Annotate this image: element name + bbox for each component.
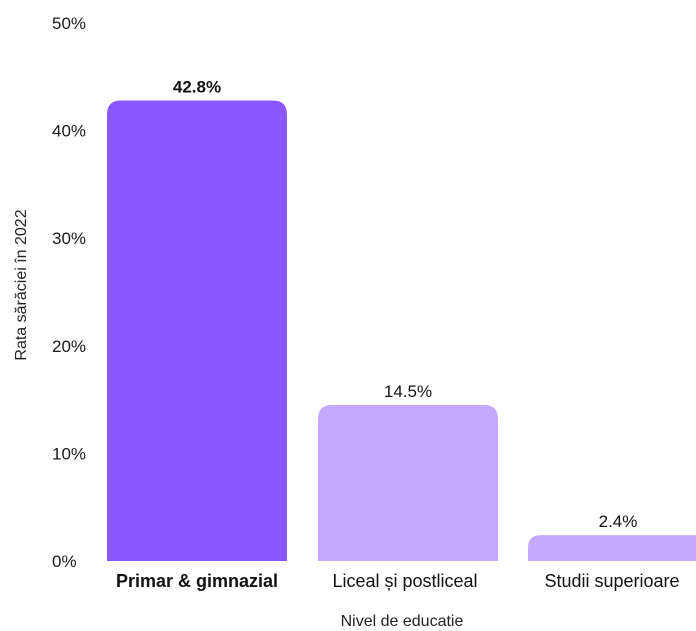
x-axis-title: Nivel de educatie — [341, 613, 464, 630]
category-labels: Primar & gimnazial Liceal și postliceal St… — [116, 571, 680, 591]
y-tick-label: 30% — [52, 229, 86, 248]
bar — [107, 100, 287, 562]
bar — [318, 404, 498, 561]
y-tick-label: 0% — [52, 552, 77, 571]
y-tick-label: 10% — [52, 444, 86, 463]
category-label: Primar & gimnazial — [116, 571, 278, 591]
bar — [528, 535, 696, 561]
category-label: Liceal și postliceal — [332, 571, 477, 591]
bars — [107, 100, 696, 562]
y-tick-label: 50% — [52, 14, 86, 33]
category-label: Studii superioare — [544, 571, 679, 591]
y-tick-label: 40% — [52, 122, 86, 141]
value-label: 14.5% — [384, 382, 432, 401]
value-label: 2.4% — [599, 512, 638, 531]
y-axis-title: Rata sărăciei în 2022 — [13, 209, 30, 360]
value-labels: 42.8% 14.5% 2.4% — [173, 77, 637, 531]
y-axis-ticks: 0% 10% 20% 30% 40% 50% — [52, 14, 86, 571]
value-label: 42.8% — [173, 77, 221, 96]
y-tick-label: 20% — [52, 337, 86, 356]
